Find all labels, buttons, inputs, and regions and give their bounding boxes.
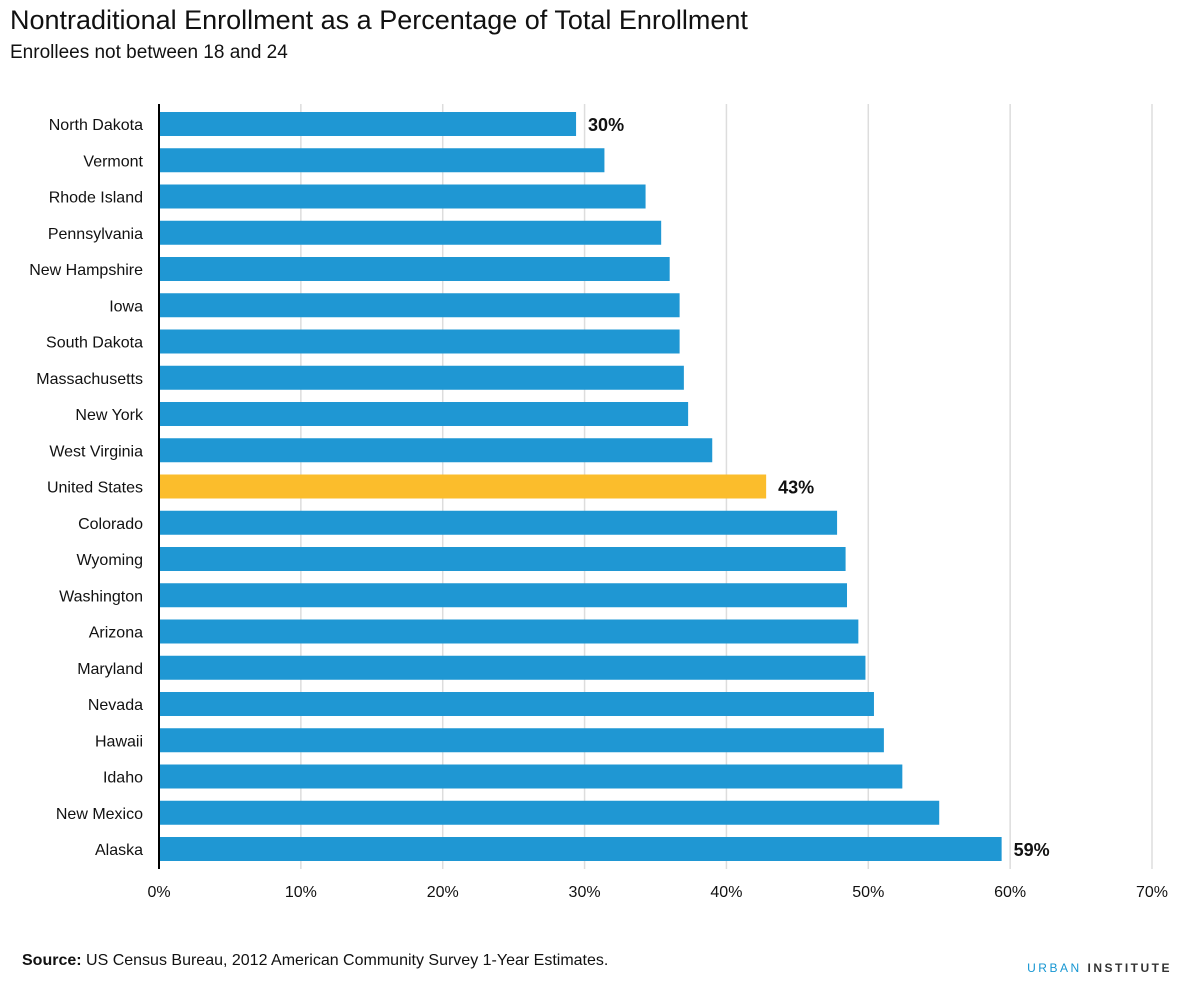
- bar-rhode-island: [159, 184, 646, 209]
- data-label: 59%: [1014, 840, 1050, 860]
- bar-maryland: [159, 655, 866, 680]
- x-tick-label: 10%: [285, 884, 317, 901]
- bar-alaska: [159, 837, 1002, 861]
- data-label: 30%: [588, 115, 624, 135]
- bar-washington: [159, 583, 848, 608]
- category-label: Washington: [59, 588, 143, 605]
- bar-nevada: [159, 692, 874, 716]
- category-label: Alaska: [95, 842, 143, 859]
- category-label: Massachusetts: [36, 371, 143, 388]
- category-label: New York: [75, 407, 144, 424]
- chart-subtitle: Enrollees not between 18 and 24: [10, 42, 288, 63]
- source-note: Source: US Census Bureau, 2012 American …: [22, 952, 608, 970]
- bar-west-virginia: [159, 438, 713, 463]
- category-label: United States: [47, 480, 143, 497]
- bar-hawaii: [159, 728, 884, 753]
- chart-title: Nontraditional Enrollment as a Percentag…: [10, 5, 748, 35]
- category-label: South Dakota: [46, 335, 143, 352]
- x-tick-label: 20%: [427, 884, 459, 901]
- category-label: Hawaii: [95, 733, 143, 750]
- category-label: Rhode Island: [49, 190, 143, 207]
- logo-institute: INSTITUTE: [1081, 961, 1172, 975]
- x-tick-label: 70%: [1136, 884, 1168, 901]
- bar-united-states: [159, 474, 767, 499]
- x-tick-label: 40%: [710, 884, 742, 901]
- category-label: Vermont: [83, 153, 143, 170]
- source-label: Source:: [22, 952, 82, 969]
- category-label: West Virginia: [49, 443, 143, 460]
- bar-south-dakota: [159, 329, 680, 354]
- category-label: New Hampshire: [29, 262, 143, 279]
- category-label: Maryland: [77, 661, 143, 678]
- x-tick-label: 0%: [147, 884, 170, 901]
- bar-arizona: [159, 619, 859, 644]
- category-label: Arizona: [89, 625, 143, 642]
- bar-iowa: [159, 293, 680, 318]
- source-text: US Census Bureau, 2012 American Communit…: [81, 952, 609, 969]
- data-label: 43%: [778, 478, 814, 498]
- category-label: Nevada: [88, 697, 143, 714]
- category-label: Colorado: [78, 516, 143, 533]
- bar-pennsylvania: [159, 220, 662, 245]
- category-label: Iowa: [109, 298, 143, 315]
- bar-north-dakota: [159, 112, 577, 136]
- urban-institute-logo: URBAN INSTITUTE: [1027, 961, 1172, 975]
- category-label: North Dakota: [49, 117, 143, 134]
- logo-urban: URBAN: [1027, 961, 1082, 975]
- category-label: Idaho: [103, 770, 143, 787]
- x-tick-label: 60%: [994, 884, 1026, 901]
- category-label: Wyoming: [76, 552, 143, 569]
- category-label: Pennsylvania: [48, 226, 143, 243]
- x-tick-label: 50%: [852, 884, 884, 901]
- bar-wyoming: [159, 547, 846, 571]
- bar-idaho: [159, 764, 903, 789]
- bar-chart: North Dakota Vermont Rhode Island Pennsylva…: [29, 104, 1168, 901]
- bar-new-york: [159, 402, 689, 426]
- bar-new-mexico: [159, 800, 940, 825]
- bar-vermont: [159, 148, 605, 173]
- x-tick-label: 30%: [569, 884, 601, 901]
- bar-colorado: [159, 510, 838, 535]
- bar-new-hampshire: [159, 257, 670, 281]
- category-label: New Mexico: [56, 806, 143, 823]
- bar-massachusetts: [159, 365, 684, 390]
